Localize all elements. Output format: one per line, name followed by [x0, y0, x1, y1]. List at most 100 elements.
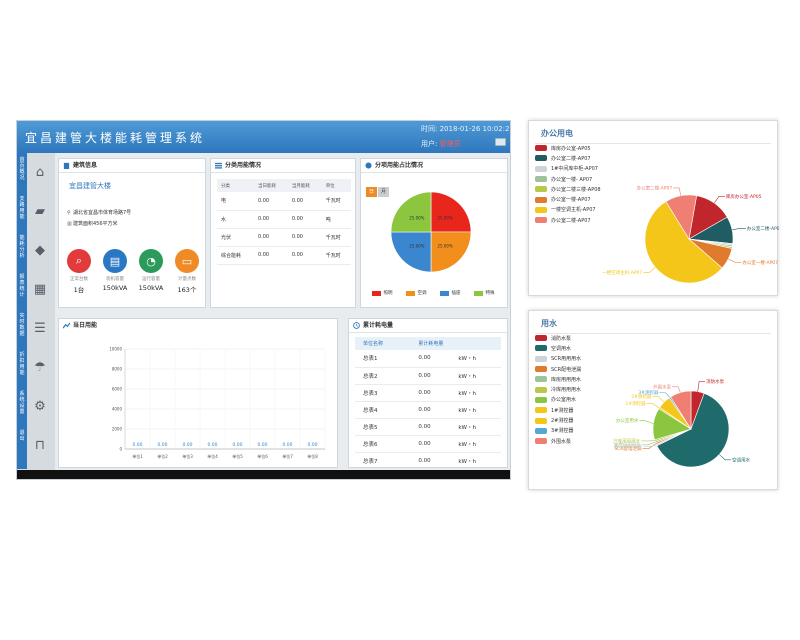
sidebar-item-label[interactable]: 报表统计	[19, 274, 25, 298]
legend-item[interactable]: 1#中间库中柜-AP07	[535, 164, 601, 174]
sidebar-item-label[interactable]: 实时数据	[19, 313, 25, 337]
table-cell: 0.00	[410, 350, 451, 368]
table-row: 总表2 0.00 kW・h	[355, 367, 501, 385]
sidebar-item-label[interactable]: 首页概况	[19, 157, 25, 181]
slice-label: 空调用水	[732, 456, 750, 463]
day-button[interactable]: 日	[366, 187, 377, 197]
umbrella-icon[interactable]: ☂	[34, 359, 46, 375]
legend-swatch	[535, 217, 547, 224]
legend-item[interactable]: 2#测控器	[535, 415, 581, 425]
legend-item[interactable]: 特殊	[473, 290, 495, 296]
stat-value: 150kVA	[138, 284, 164, 292]
sidebar-item-label[interactable]: 能耗分析	[19, 235, 25, 259]
building-address: ⚲ 湖北省宜昌市体育场路7号	[67, 209, 131, 216]
sidebar-item-label[interactable]: 退出	[19, 430, 25, 442]
pie-slice[interactable]	[656, 392, 730, 468]
y-tick-label: 6000	[112, 387, 123, 392]
chat-icon[interactable]: ☰	[34, 320, 46, 336]
legend-label: 特殊	[485, 291, 495, 296]
app-header: 宜昌建管大楼能耗管理系统 时间: 2018-01-26 10:02:27 用户:…	[17, 121, 510, 153]
legend-item[interactable]: 库房用用用水	[535, 374, 581, 384]
legend-item[interactable]: 办公室二楼-AP07	[535, 215, 601, 225]
legend-item[interactable]: 办公室二楼三楼-AP08	[535, 184, 601, 194]
table-row: 总表7 0.00 kW・h	[355, 452, 501, 470]
exit-icon[interactable]	[495, 138, 506, 146]
lightning-icon[interactable]: ⚡	[74, 352, 82, 364]
pie-slice[interactable]	[644, 201, 723, 284]
legend-item[interactable]: 插座	[439, 290, 461, 296]
legend-item[interactable]: 一楼空调主机-AP07	[535, 205, 601, 215]
legend-item[interactable]: 冷库用用用水	[535, 384, 581, 394]
sidebar-item-label[interactable]: 折扣用能	[19, 352, 25, 376]
table-row: 总表1 0.00 kW・h	[355, 350, 501, 368]
table-row: 总表4 0.00 kW・h	[355, 401, 501, 419]
month-button[interactable]: 月	[378, 187, 389, 197]
calendar-icon[interactable]: ▦	[33, 281, 47, 297]
legend-item[interactable]: 外围水泵	[535, 436, 581, 446]
legend-item[interactable]: 办公室用水	[535, 395, 581, 405]
building-info-title: 建筑信息	[59, 159, 205, 173]
table-cell: 综合能耗	[217, 246, 254, 265]
legend-item[interactable]: 3#测控器	[535, 426, 581, 436]
y-tick-label: 8000	[112, 367, 123, 372]
sidebar-item-label[interactable]: 支路用能	[19, 196, 25, 220]
legend-item[interactable]: 照明	[371, 290, 393, 296]
sidebar-item-label[interactable]: 系统设置	[19, 391, 25, 415]
lock-icon[interactable]: ⊓	[34, 437, 46, 453]
stat-item[interactable]: ◔ 运行容量 150kVA	[135, 249, 167, 292]
legend-item[interactable]: SCR配电泄漏	[535, 364, 581, 374]
search-icon[interactable]: ⌕	[67, 249, 91, 273]
legend-label: 消防水泵	[551, 335, 572, 342]
table-cell: 总表3	[355, 384, 411, 402]
stat-item[interactable]: ▭ 计量点数 163个	[171, 249, 203, 294]
pie-slice[interactable]	[390, 231, 432, 273]
pie-slice[interactable]	[670, 390, 692, 431]
home-icon[interactable]: ⌂	[35, 164, 45, 180]
chart-icon[interactable]: ◔	[139, 249, 163, 273]
pie-slice[interactable]	[390, 191, 432, 233]
pie-slice[interactable]	[430, 191, 472, 233]
building-icon[interactable]: ▦	[73, 408, 83, 420]
water-card: 用水 消防水泵 空调用水 SCR用用用水 SCR配电泄漏 库房用用用水 冷库用用用水 办公室…	[528, 310, 778, 490]
cube-icon[interactable]: ◆	[35, 242, 45, 258]
time-label: 时间:	[421, 125, 438, 133]
ratio-period-buttons: 日月	[366, 178, 390, 197]
slice-label: 办公室二楼-AP07	[747, 225, 779, 232]
water-legend: 消防水泵空调用水 SCR用用用水 SCR配电泄漏 库房用用用水 冷库用用用水办公室用水 1…	[535, 333, 581, 446]
legend-swatch	[405, 290, 415, 296]
pie-slice[interactable]	[665, 194, 697, 240]
legend-item[interactable]: SCR用用用水	[535, 354, 581, 364]
legend-swatch	[535, 186, 547, 193]
book-icon[interactable]: ▰	[35, 203, 45, 219]
user-name[interactable]: 管理员	[439, 140, 461, 148]
y-tick-label: 4000	[112, 407, 123, 412]
column-header: 当月能耗	[287, 179, 322, 192]
category-energy-title: 分类用能情况	[211, 159, 355, 173]
legend-item[interactable]: 空调用水	[535, 343, 581, 353]
gear-icon[interactable]: ⚙	[34, 398, 46, 414]
document-icon[interactable]: ▤	[103, 249, 127, 273]
legend-label: 办公室用水	[551, 397, 577, 404]
monitor-icon[interactable]: ▭	[175, 249, 199, 273]
water-drop-icon[interactable]: ●	[73, 380, 83, 392]
table-cell: 水	[217, 210, 254, 229]
accumulated-panel: 累计耗电量 单位名称 累计耗电量 总表1 0.00 kW・h 总表2 0.00 kW・h 总表…	[348, 318, 508, 470]
legend-swatch	[535, 427, 547, 434]
stat-item[interactable]: ⌕ 正常台数 1台	[63, 249, 95, 294]
slice-label: 1#测控器	[626, 400, 647, 407]
legend-label: 一楼空调主机-AP07	[551, 207, 596, 214]
legend-item[interactable]: 库房办公室-AP05	[535, 143, 601, 153]
ratio-pie-chart: 25.00% 25.00% 25.00% 25.00%	[390, 191, 472, 273]
legend-item[interactable]: 办公室二楼-AP07	[535, 153, 601, 163]
stat-item[interactable]: ▤ 装机容量 150kVA	[99, 249, 131, 292]
legend-item[interactable]: 消防水泵	[535, 333, 581, 343]
pie-slice[interactable]	[430, 231, 472, 273]
legend-item[interactable]: 办公室一楼- AP07	[535, 174, 601, 184]
legend-item[interactable]: 空调	[405, 290, 427, 296]
legend-swatch	[535, 438, 547, 445]
bar-value-label: 0.00	[157, 442, 167, 448]
legend-swatch	[535, 165, 547, 172]
legend-item[interactable]: 1#测控器	[535, 405, 581, 415]
legend-item[interactable]: 办公室一楼-AP07	[535, 194, 601, 204]
legend-label: 空调用水	[551, 345, 572, 352]
